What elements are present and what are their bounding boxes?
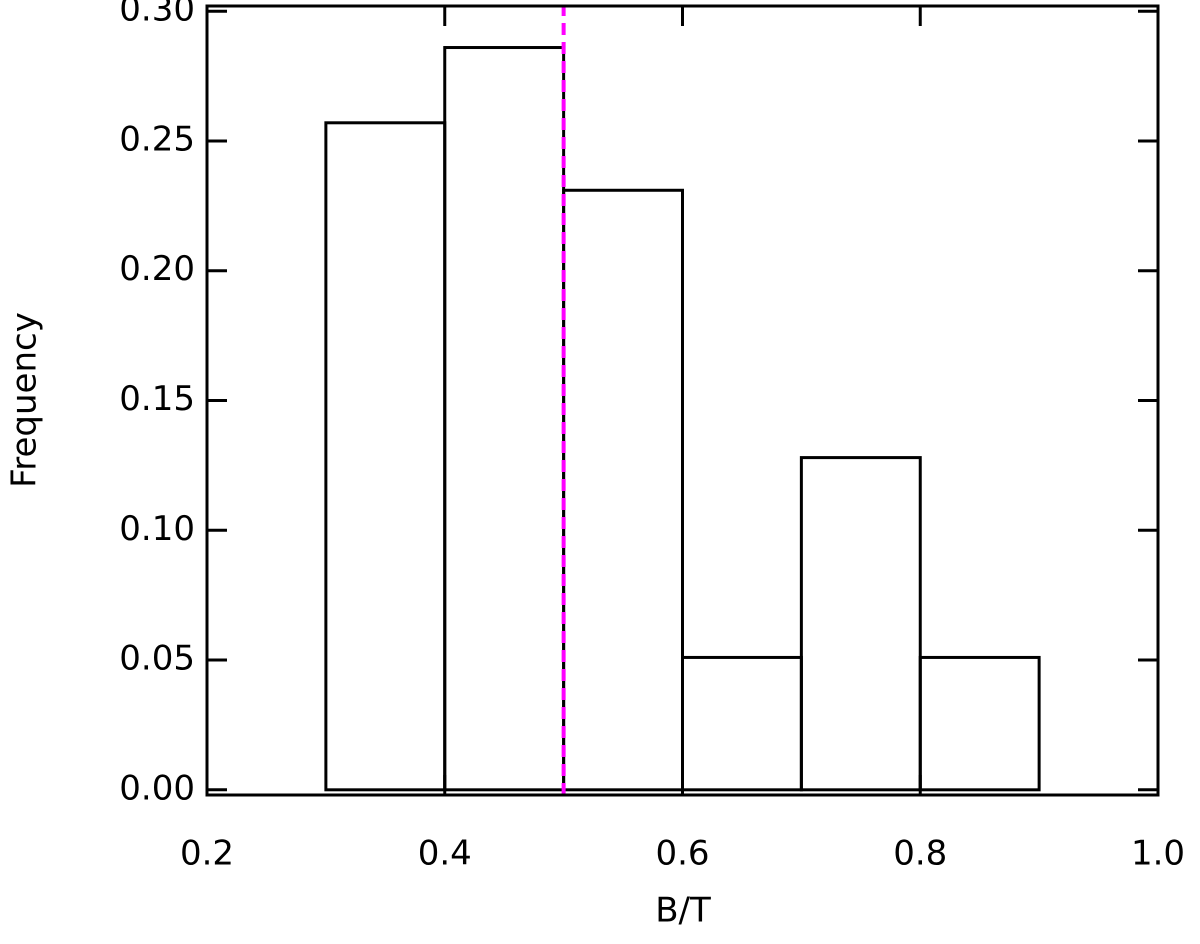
x-tick-label: 0.2	[180, 834, 234, 874]
bar	[443, 46, 566, 792]
y-tick-label: 0.30	[119, 0, 195, 30]
y-tick-label: 0.25	[119, 119, 195, 159]
y-tick-label: 0.15	[119, 379, 195, 419]
y-tick-label: 0.20	[119, 249, 195, 289]
x-tick-label: 0.8	[893, 834, 947, 874]
y-tick-label: 0.00	[119, 768, 195, 808]
bar	[681, 655, 803, 792]
y-tick-label: 0.05	[119, 639, 195, 679]
y-tick-label: 0.10	[119, 509, 195, 549]
bar	[799, 456, 922, 792]
x-tick-label: 0.4	[418, 834, 472, 874]
bar	[918, 655, 1041, 792]
y-axis-label: Frequency	[5, 312, 45, 488]
bar	[562, 188, 684, 792]
plot-frame	[205, 4, 1160, 797]
bar	[324, 121, 447, 792]
x-tick-label: 1.0	[1131, 834, 1185, 874]
x-axis-label: B/T	[655, 891, 711, 931]
x-tick-label: 0.6	[655, 834, 709, 874]
